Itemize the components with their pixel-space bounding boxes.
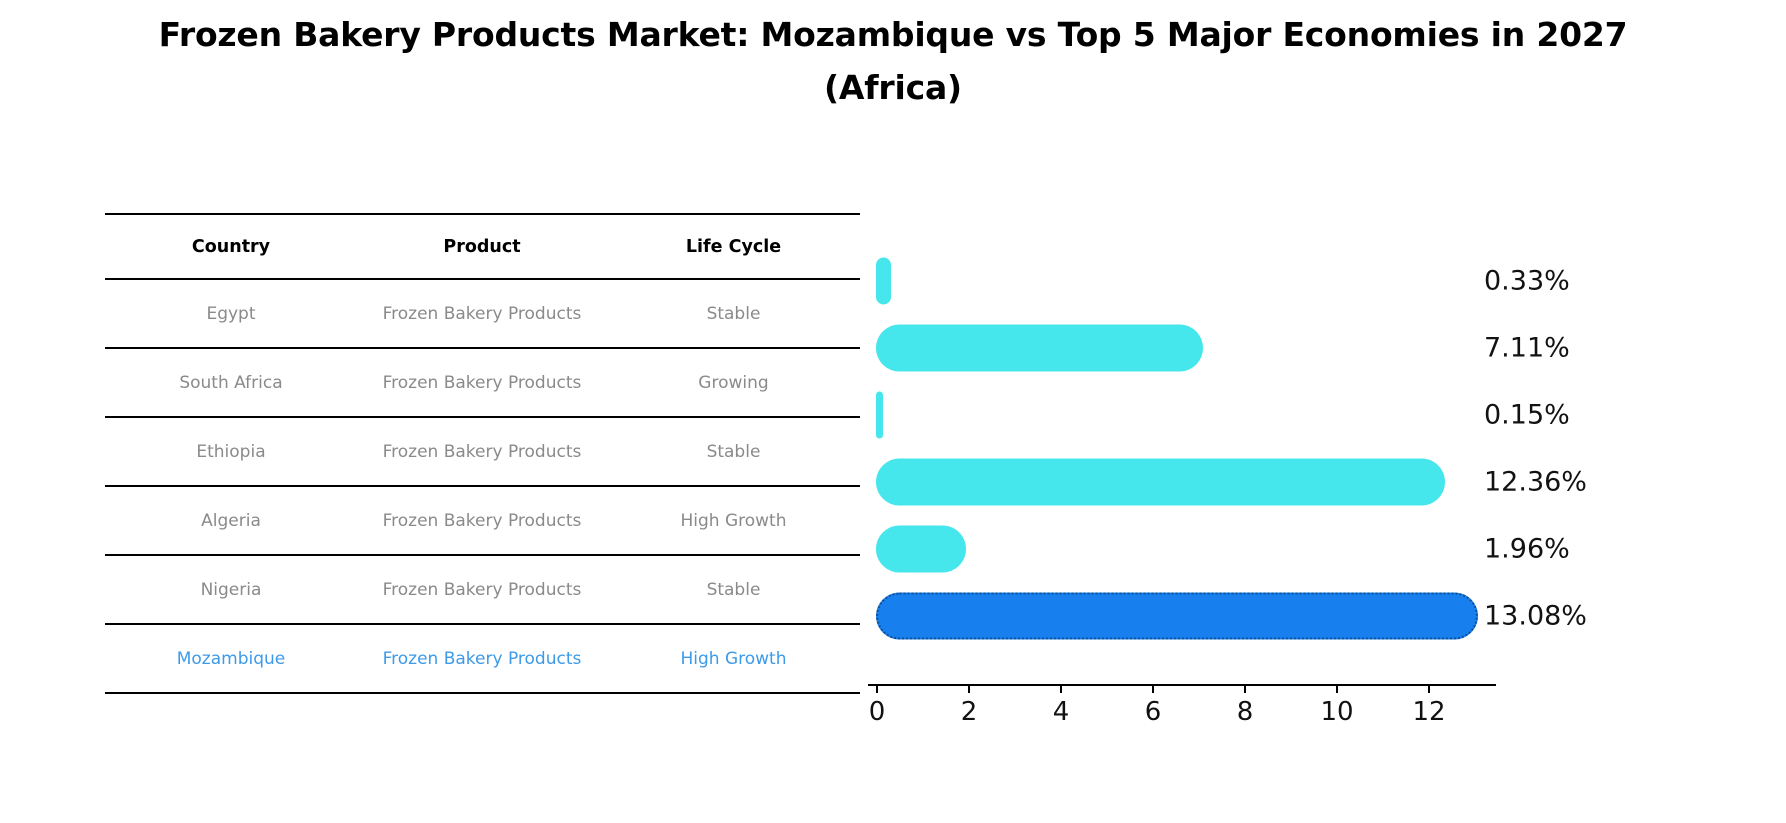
table-cell-country: Ethiopia [105,417,357,487]
table-cell-product: Frozen Bakery Products [357,279,607,349]
bar-row: 0.15% [876,381,1570,448]
chart-title: Frozen Bakery Products Market: Mozambiqu… [0,8,1786,115]
table-cell-country: Nigeria [105,555,357,625]
table-cell-life-cycle: Stable [607,417,860,487]
bar-value-label: 13.08% [1484,600,1587,631]
bar-ethiopia[interactable] [876,391,883,438]
table-cell-product: Frozen Bakery Products [357,555,607,625]
bar-egypt[interactable] [876,257,892,304]
x-axis-tick [1428,684,1431,693]
bar-south-africa[interactable] [876,324,1204,371]
table-cell-product: Frozen Bakery Products [357,348,607,418]
bar-value-label: 1.96% [1484,533,1570,564]
x-axis-tick [1060,684,1063,693]
column-header-country: Country [105,213,357,280]
column-header-product: Product [357,213,607,280]
x-axis-tick [1152,684,1155,693]
chart-title-line-1: Frozen Bakery Products Market: Mozambiqu… [158,15,1628,54]
bar-value-label: 0.33% [1484,265,1570,296]
bar-nigeria[interactable] [876,525,967,572]
column-header-life-cycle: Life Cycle [607,213,860,280]
bar-algeria[interactable] [876,458,1445,505]
x-axis-tick-label: 2 [960,697,978,727]
table-row: Nigeria Frozen Bakery Products Stable [105,555,860,625]
x-axis-tick [968,684,971,693]
x-axis-tick-label: 10 [1320,697,1354,727]
table-row: Mozambique Frozen Bakery Products High Gro… [105,624,860,694]
table-row: South Africa Frozen Bakery Products Growin… [105,348,860,418]
x-axis: 0 2 4 6 8 10 12 [868,684,1496,744]
bar-chart-plot-area: 0.33% 7.11% 0.15% 12.36% 1.96% 13.08% [876,247,1587,685]
table-row: Ethiopia Frozen Bakery Products Stable [105,417,860,487]
table-header-row: Country Product Life Cycle [105,213,860,280]
table-cell-product: Frozen Bakery Products [357,624,607,694]
table-cell-life-cycle: High Growth [607,624,860,694]
bar-mozambique[interactable] [876,592,1478,639]
bar-row: 7.11% [876,314,1570,381]
country-info-table: Country Product Life Cycle Egypt Frozen B… [105,213,860,694]
table-cell-country: Mozambique [105,624,357,694]
x-axis-tick-label: 4 [1052,697,1070,727]
table-row: Algeria Frozen Bakery Products High Growth [105,486,860,556]
bar-value-label: 0.15% [1484,399,1570,430]
table-cell-product: Frozen Bakery Products [357,486,607,556]
table-cell-country: Algeria [105,486,357,556]
x-axis-tick [1244,684,1247,693]
x-axis-tick-label: 12 [1412,697,1446,727]
chart-title-line-2: (Africa) [824,68,962,108]
bar-row: 1.96% [876,515,1570,582]
table-cell-country: Egypt [105,279,357,349]
table-cell-life-cycle: High Growth [607,486,860,556]
x-axis-tick-label: 8 [1236,697,1254,727]
table-cell-life-cycle: Stable [607,279,860,349]
x-axis-tick [1336,684,1339,693]
bar-value-label: 12.36% [1484,466,1587,497]
table-cell-life-cycle: Growing [607,348,860,418]
bar-row: 13.08% [876,582,1587,649]
x-axis-tick [876,684,879,693]
x-axis-tick-label: 6 [1144,697,1162,727]
bar-row: 0.33% [876,247,1570,314]
x-axis-tick-label: 0 [868,697,886,727]
table-cell-country: South Africa [105,348,357,418]
table-cell-product: Frozen Bakery Products [357,417,607,487]
table-row: Egypt Frozen Bakery Products Stable [105,279,860,349]
bar-value-label: 7.11% [1484,332,1570,363]
bar-row: 12.36% [876,448,1587,515]
x-axis-line [868,684,1496,687]
table-cell-life-cycle: Stable [607,555,860,625]
